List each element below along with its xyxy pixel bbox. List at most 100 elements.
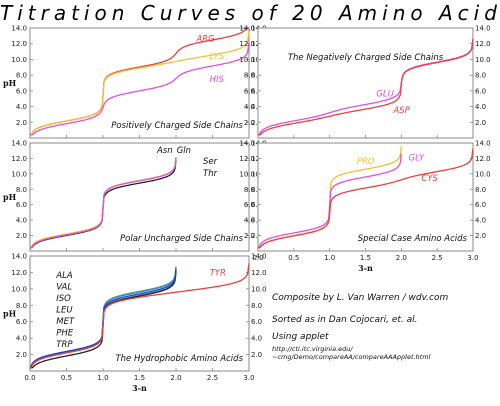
y-tick-label-right: 8.0 (251, 186, 262, 194)
x-tick-label: 3.0 (243, 374, 254, 382)
series-label-iso: ISO (56, 294, 71, 304)
series-label-ser: Ser (203, 157, 218, 167)
y-tick-label-right: 12.0 (475, 155, 491, 163)
y-tick-label: 10.0 (239, 56, 255, 64)
y-axis-label: pH (3, 309, 17, 319)
y-tick-label-right: 6.0 (251, 201, 262, 209)
y-tick-label: 4.0 (244, 103, 255, 111)
y-tick-label-right: 4.0 (475, 217, 486, 225)
x-tick-label: 0.5 (61, 374, 72, 382)
y-tick-label: 12.0 (11, 155, 27, 163)
y-tick-label: 10.0 (11, 56, 27, 64)
y-axis-label: pH (3, 192, 17, 202)
y-tick-label-right: 2.0 (475, 232, 486, 240)
credit-source: Sorted as in Dan Cojocari, et. al. (272, 315, 418, 325)
y-tick-label: 8.0 (16, 186, 27, 194)
y-tick-label: 14.0 (239, 140, 255, 148)
credit-url-line1: http://cti.itc.virginia.edu/ (272, 345, 353, 353)
y-tick-label: 6.0 (16, 87, 27, 95)
credit-url-line2: ~cmg/Demo/compareAA/compareAAApplet.html (272, 353, 431, 361)
credit-author: Composite by L. Van Warren / wdv.com (272, 293, 449, 303)
x-tick-label: 1.0 (324, 254, 335, 262)
x-tick-label: 2.5 (207, 374, 218, 382)
y-tick-label-right: 14.0 (475, 140, 491, 148)
series-line-tyr (29, 263, 250, 369)
x-axis-label: 3-n (358, 263, 373, 273)
y-tick-label: 4.0 (16, 335, 27, 343)
series-line-thr (30, 157, 177, 249)
y-tick-label: 6.0 (244, 87, 255, 95)
series-label-asn: Asn (156, 146, 173, 156)
chart-panel-4: 2.0 2.04.0 4.06.0 6.08.0 8.010.0 10.012.0 12.0… (239, 140, 490, 274)
series-line-his (30, 42, 250, 136)
y-tick-label: 6.0 (16, 318, 27, 326)
series-label-pro: PRO (357, 157, 375, 167)
y-tick-label: 12.0 (239, 155, 255, 163)
y-tick-label-right: 14.0 (251, 253, 267, 261)
y-tick-label: 10.0 (11, 285, 27, 293)
series-label-lys: LYS (210, 52, 225, 62)
y-tick-label: 8.0 (244, 72, 255, 80)
y-tick-label-right: 4.0 (475, 103, 486, 111)
series-label-gly: GLY (409, 154, 426, 164)
y-tick-label-right: 10.0 (475, 56, 491, 64)
series-line-gly (257, 153, 402, 249)
series-label-asp: ASP (392, 106, 410, 116)
chart-panel-1: 2.02.04.04.06.06.08.08.010.010.012.012.0… (3, 25, 267, 139)
chart-panel-3: 2.02.04.04.06.06.08.08.010.010.012.012.0… (3, 140, 267, 252)
y-tick-label: 6.0 (244, 201, 255, 209)
series-label-ala: ALA (55, 271, 73, 281)
x-tick-label: 0.0 (24, 374, 35, 382)
y-tick-label-right: 2.0 (251, 232, 262, 240)
chart-title: The Negatively Charged Side Chains (288, 53, 444, 63)
chart-title: Polar Uncharged Side Chains (120, 234, 244, 244)
y-tick-label-right: 8.0 (251, 302, 262, 310)
chart-title: Special Case Amino Acids (358, 234, 468, 244)
series-label-his: HIS (210, 75, 225, 85)
credit-applet: Using applet (272, 332, 329, 342)
series-line-cys (258, 148, 474, 249)
series-label-glu: GLU (376, 90, 394, 100)
series-line-lys (29, 31, 250, 136)
y-tick-label: 14.0 (11, 253, 27, 261)
y-tick-label: 6.0 (16, 201, 27, 209)
y-tick-label-right: 4.0 (251, 335, 262, 343)
y-tick-label-right: 2.0 (251, 351, 262, 359)
y-tick-label-right: 10.0 (251, 285, 267, 293)
y-tick-label: 2.0 (16, 351, 27, 359)
y-tick-label-right: 6.0 (475, 87, 486, 95)
series-label-leu: LEU (56, 305, 73, 315)
x-axis-label: 3-n (132, 383, 147, 393)
y-tick-label-right: 8.0 (475, 186, 486, 194)
y-tick-label-right: 2.0 (251, 119, 262, 127)
y-tick-label: 4.0 (16, 217, 27, 225)
series-label-met: MET (56, 317, 75, 327)
y-tick-label: 4.0 (16, 103, 27, 111)
series-label-gln: Gln (177, 146, 191, 156)
plot-frame (29, 27, 250, 139)
y-tick-label-right: 6.0 (251, 87, 262, 95)
x-tick-label: 1.5 (134, 374, 145, 382)
x-tick-label: 1.0 (97, 374, 108, 382)
y-tick-label: 12.0 (239, 40, 255, 48)
series-label-arg: ARG (195, 35, 215, 45)
y-tick-label: 2.0 (244, 119, 255, 127)
y-tick-label-right: 12.0 (475, 40, 491, 48)
y-tick-label: 2.0 (244, 232, 255, 240)
x-tick-label: 0.0 (252, 254, 263, 262)
y-tick-label-right: 4.0 (251, 217, 262, 225)
plot-frame (29, 142, 250, 252)
chart-title: Positively Charged Side Chains (111, 121, 243, 131)
y-tick-label: 10.0 (11, 170, 27, 178)
y-tick-label: 8.0 (244, 186, 255, 194)
y-tick-label-right: 6.0 (251, 318, 262, 326)
x-tick-label: 2.5 (432, 254, 443, 262)
y-tick-label-right: 12.0 (251, 269, 267, 277)
y-tick-label: 2.0 (16, 232, 27, 240)
series-label-val: VAL (56, 282, 72, 292)
y-tick-label: 14.0 (11, 140, 27, 148)
y-tick-label: 14.0 (239, 25, 255, 33)
x-tick-label: 0.5 (288, 254, 299, 262)
y-tick-label-right: 4.0 (251, 103, 262, 111)
y-tick-label: 8.0 (16, 72, 27, 80)
